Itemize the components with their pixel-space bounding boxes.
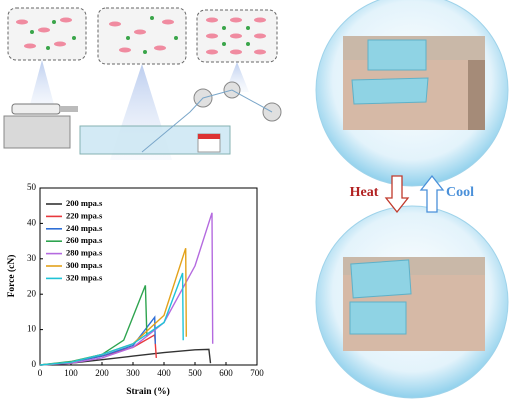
plot-frame [39, 187, 258, 366]
photo-after [315, 205, 509, 399]
series-line [39, 272, 184, 366]
cool-arrow [419, 174, 445, 213]
legend-label: 260 mpa.s [66, 235, 103, 245]
cool-label: Cool [446, 185, 474, 200]
legend-label: 300 mpa.s [66, 260, 103, 270]
legend-label: 320 mpa.s [66, 272, 103, 282]
heat-label: Heat [350, 185, 379, 200]
x-tick-label: 400 [157, 368, 171, 378]
legend-label: 240 mpa.s [66, 223, 103, 233]
x-tick-label: 200 [95, 368, 109, 378]
y-tick-label: 0 [32, 359, 37, 369]
y-tick-label: 20 [27, 288, 37, 298]
series-line [39, 212, 214, 366]
legend-label: 200 mpa.s [66, 198, 103, 208]
schematic [3, 7, 282, 160]
x-tick-label: 700 [250, 368, 264, 378]
series-line [39, 285, 148, 366]
x-tick-label: 100 [64, 368, 78, 378]
y-tick-label: 50 [27, 182, 37, 192]
heat-arrow [384, 175, 410, 214]
x-tick-label: 500 [188, 368, 202, 378]
legend-label: 280 mpa.s [66, 248, 103, 258]
y-axis-label: Force (cN) [6, 255, 17, 298]
y-tick-label: 30 [27, 253, 37, 263]
x-tick-label: 0 [38, 368, 43, 378]
x-tick-label: 600 [219, 368, 233, 378]
photo-before [315, 0, 509, 187]
x-axis-label: Strain (%) [126, 386, 170, 397]
y-tick-label: 10 [27, 324, 37, 334]
y-tick-label: 40 [27, 217, 37, 227]
x-tick-label: 300 [126, 368, 140, 378]
legend-label: 220 mpa.s [66, 210, 103, 220]
